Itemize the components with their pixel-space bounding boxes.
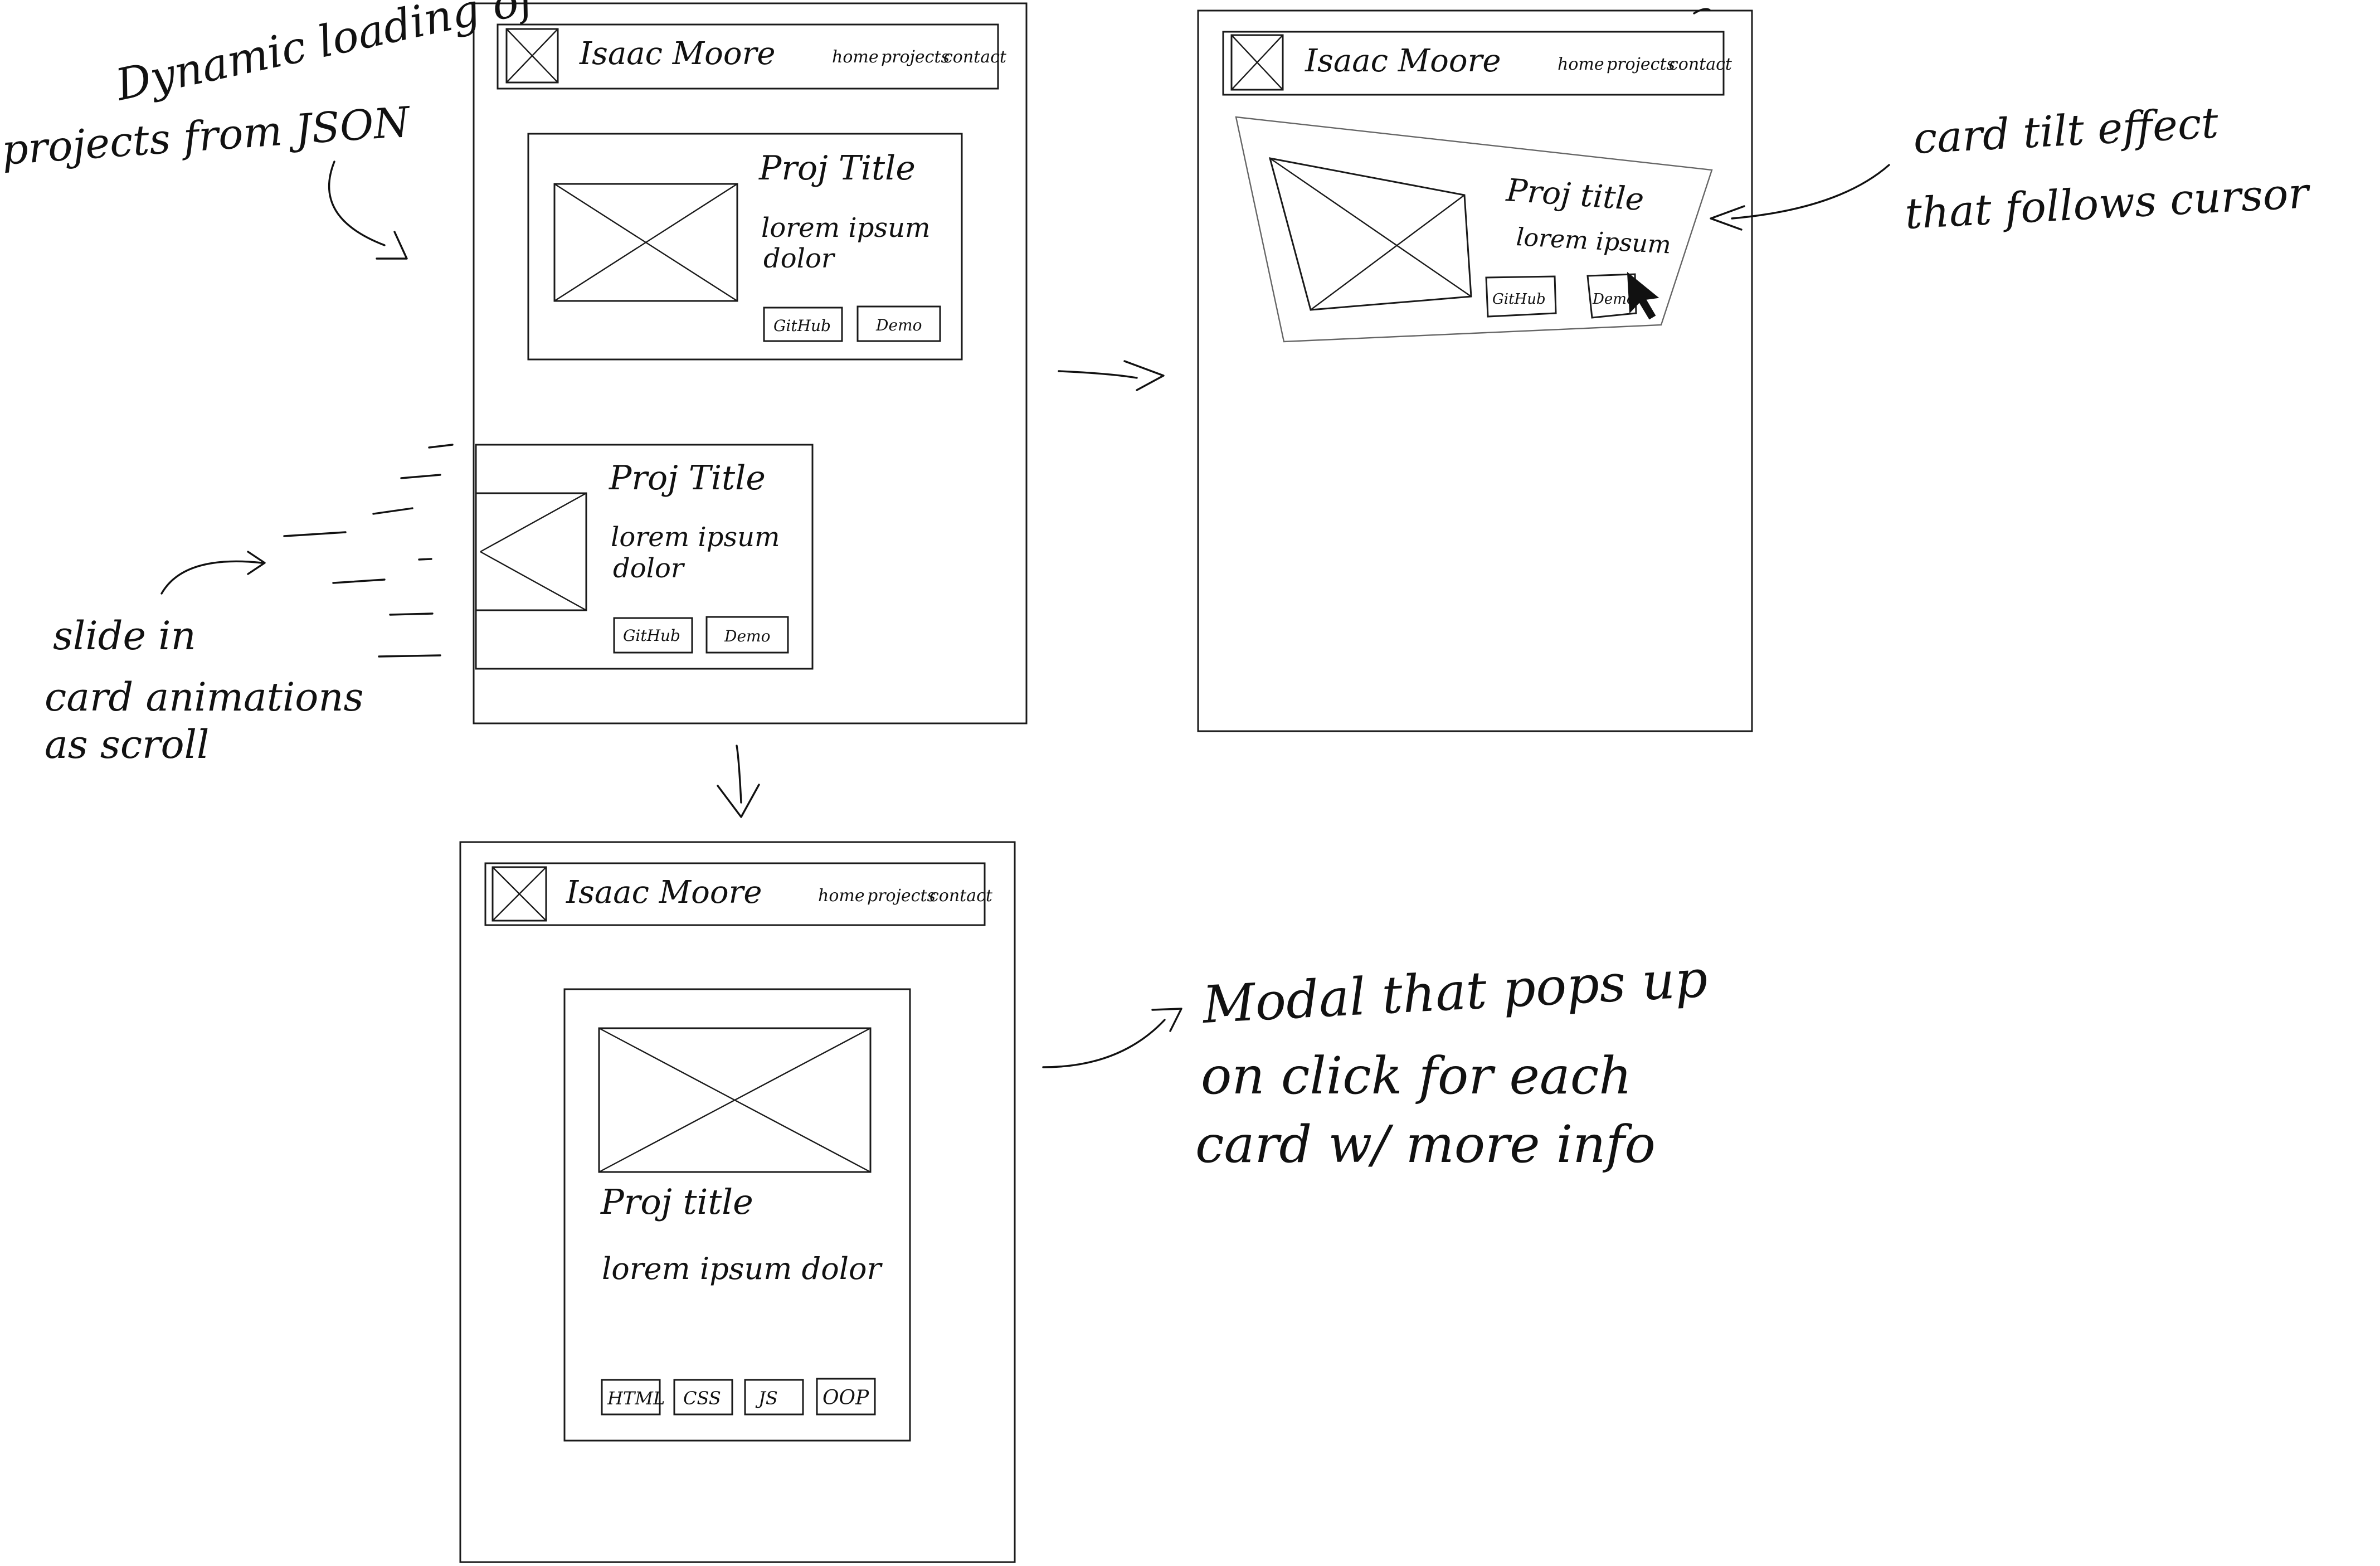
annotation-tilt-line2: that follows cursor <box>1904 168 2312 239</box>
tag-html: HTML <box>601 1379 665 1416</box>
card-desc-line2: dolor <box>613 553 685 584</box>
demo-button[interactable]: Demo <box>705 616 789 654</box>
site-header: Isaac Moore home projects contact <box>497 23 1007 90</box>
nav-home[interactable]: home <box>832 47 879 67</box>
project-card-sliding[interactable]: Proj Title lorem ipsum dolor GitHub Demo <box>475 444 814 670</box>
card-title: Proj Title <box>609 459 766 498</box>
annotation-tilt-line1: card tilt effect <box>1912 98 2220 163</box>
demo-button-label: Demo <box>1592 291 1636 308</box>
cursor-icon <box>1627 271 1659 320</box>
demo-button[interactable]: Demo <box>1586 273 1637 319</box>
demo-button[interactable]: Demo <box>856 305 941 342</box>
card-image-placeholder <box>553 183 738 302</box>
project-modal[interactable]: Proj title lorem ipsum dolor HTML CSS JS… <box>563 988 911 1442</box>
tag-js-label: JS <box>755 1388 778 1409</box>
annotation-arrow <box>1731 164 1890 220</box>
github-button[interactable]: GitHub <box>763 307 843 342</box>
tag-oop: OOP <box>816 1378 876 1416</box>
annotation-dynamic-loading: Dynamic loading of projects from JSON <box>0 0 546 260</box>
nav-contact[interactable]: contact <box>1669 55 1732 74</box>
card-desc: lorem ipsum <box>1515 223 1672 259</box>
nav-projects[interactable]: projects <box>1607 55 1675 74</box>
nav-contact[interactable]: contact <box>929 886 993 906</box>
annotation-slide-line3: as scroll <box>45 722 209 767</box>
annotation-slide-line2: card animations <box>45 674 363 720</box>
tag-css-label: CSS <box>683 1388 721 1409</box>
tag-html-label: HTML <box>607 1388 665 1409</box>
nav-contact[interactable]: contact <box>943 47 1007 67</box>
nav-projects[interactable]: projects <box>867 886 936 906</box>
site-title: Isaac Moore <box>566 874 762 911</box>
frame-card-tilt: Isaac Moore home projects contact Proj t… <box>1197 8 1753 732</box>
annotation-arrow <box>1042 1019 1166 1068</box>
nav-home[interactable]: home <box>818 886 865 906</box>
annotation-slide-in: slide in card animations as scroll <box>45 551 363 767</box>
demo-button-label: Demo <box>875 316 922 334</box>
card-title: Proj title <box>1505 172 1645 218</box>
modal-image-placeholder <box>598 1027 872 1173</box>
annotation-slide-line1: slide in <box>53 613 196 659</box>
github-button[interactable]: GitHub <box>1485 275 1557 318</box>
card-image-placeholder <box>1268 157 1472 311</box>
flow-arrow-down <box>717 745 760 818</box>
modal-desc: lorem ipsum dolor <box>602 1251 883 1286</box>
site-title: Isaac Moore <box>1305 43 1501 79</box>
tilted-project-card[interactable]: Proj title lorem ipsum GitHub Demo <box>1235 116 1713 343</box>
annotation-dynamic-line2: projects from JSON <box>0 98 412 174</box>
annotation-modal-line1: Modal that pops up <box>1200 949 1709 1035</box>
card-desc-line1: lorem ipsum <box>761 212 931 244</box>
frame-modal: Isaac Moore home projects contact Proj t… <box>459 841 1016 1563</box>
annotation-modal-line3: card w/ more info <box>1195 1115 1656 1174</box>
project-card[interactable]: Proj Title lorem ipsum dolor GitHub Demo <box>527 133 963 361</box>
nav-projects[interactable]: projects <box>881 47 950 67</box>
flow-arrow-right <box>1058 360 1165 391</box>
annotation-arrow <box>328 161 386 246</box>
nav-home[interactable]: home <box>1558 55 1604 74</box>
card-title: Proj Title <box>758 149 916 188</box>
card-image-placeholder <box>476 492 587 611</box>
tag-css: CSS <box>673 1379 733 1416</box>
github-button-label: GitHub <box>1492 291 1546 308</box>
tag-js: JS <box>744 1379 804 1416</box>
slide-motion-lines <box>283 444 454 658</box>
demo-button-label: Demo <box>724 627 770 645</box>
logo-placeholder[interactable] <box>491 866 547 922</box>
annotation-modal: Modal that pops up on click for each car… <box>1042 949 1709 1174</box>
github-button-label: GitHub <box>623 626 680 645</box>
logo-placeholder[interactable] <box>505 28 559 84</box>
tag-oop-label: OOP <box>822 1387 869 1409</box>
site-header: Isaac Moore home projects contact <box>484 862 993 926</box>
modal-title: Proj title <box>600 1181 753 1222</box>
site-title: Isaac Moore <box>579 36 775 72</box>
annotation-modal-line2: on click for each <box>1201 1046 1632 1106</box>
frame-project-list: Isaac Moore home projects contact Proj T… <box>283 2 1028 724</box>
site-header: Isaac Moore home projects contact <box>1222 31 1732 96</box>
annotation-tilt: card tilt effect that follows cursor <box>1710 98 2313 239</box>
annotation-dynamic-line1: Dynamic loading of <box>110 0 546 111</box>
card-desc-line1: lorem ipsum <box>611 522 780 553</box>
github-button[interactable]: GitHub <box>613 617 693 654</box>
card-desc-line2: dolor <box>763 243 836 274</box>
logo-placeholder[interactable] <box>1230 34 1284 91</box>
github-button-label: GitHub <box>773 317 831 335</box>
annotation-arrow <box>160 560 263 595</box>
